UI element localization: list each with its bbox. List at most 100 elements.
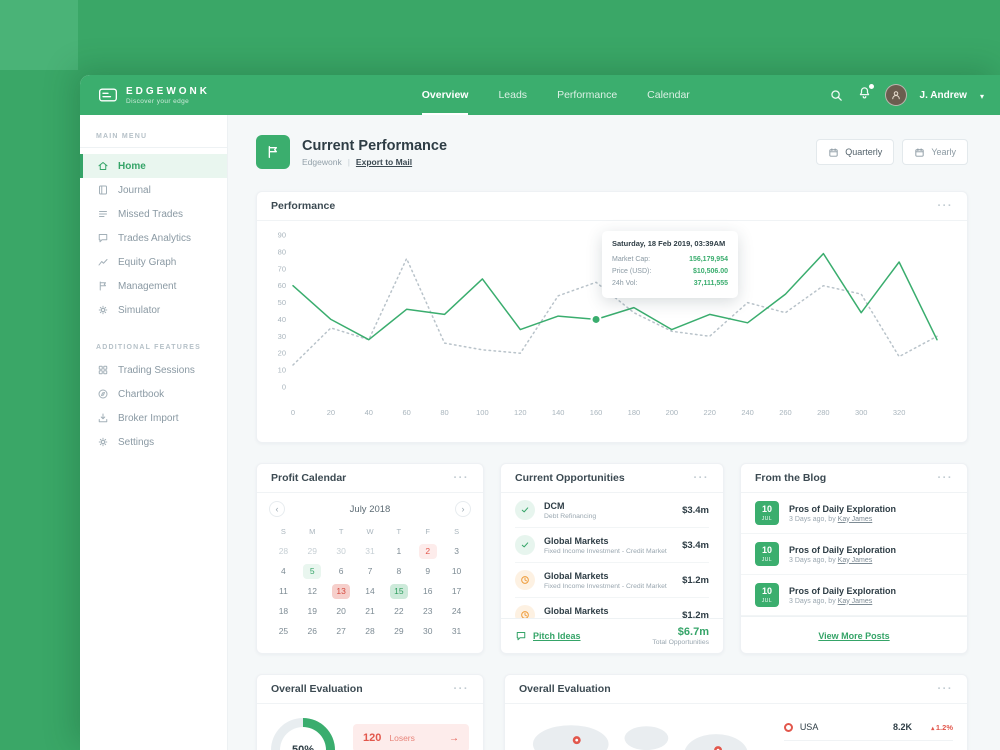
calendar-day[interactable]: 16 (422, 585, 433, 596)
export-to-mail-link[interactable]: Export to Mail (355, 156, 413, 167)
blog-post-item[interactable]: 10 JUL Pros of Daily Exploration 3 Days ago… (741, 575, 967, 616)
calendar-day[interactable]: 13 (327, 581, 356, 601)
blog-post-item[interactable]: 10 JUL Pros of Daily Exploration 3 Days ago… (741, 534, 967, 575)
calendar-day[interactable]: 3 (454, 545, 459, 556)
sidebar-item-missed-trades[interactable]: Missed Trades (80, 202, 227, 226)
calendar-day[interactable]: 14 (365, 585, 375, 596)
calendar-weekday-label: S (454, 526, 460, 536)
sidebar-item-management[interactable]: Management (80, 274, 227, 298)
calendar-day[interactable]: 6 (338, 565, 344, 576)
calendar-weekday-label: M (309, 526, 316, 536)
calendar-day[interactable]: 29 (307, 545, 317, 556)
calendar-day[interactable]: 30 (336, 545, 346, 556)
calendar-day[interactable]: 21 (365, 605, 375, 616)
country-stat-row[interactable]: Australia7.4K1.6% (783, 741, 953, 750)
svg-text:60: 60 (278, 281, 286, 290)
more-options-icon[interactable] (454, 474, 470, 482)
calendar-weekday-label: F (425, 526, 430, 536)
calendar-day[interactable]: 22 (394, 605, 404, 616)
calendar-day[interactable]: 31 (451, 625, 462, 636)
compass-icon (97, 388, 109, 400)
calendar-day[interactable]: 28 (278, 545, 289, 556)
sidebar-item-journal[interactable]: Journal (80, 178, 227, 202)
blog-post-item[interactable]: 10 JUL Pros of Daily Exploration 3 Days ago… (741, 493, 967, 534)
more-options-icon[interactable] (938, 685, 954, 693)
user-name[interactable]: J. Andrew (919, 89, 967, 101)
sidebar-item-simulator[interactable]: Simulator (80, 298, 227, 322)
calendar-day[interactable]: 30 (422, 625, 433, 636)
performance-chart[interactable]: 0 10 20 30 40 50 60 70 80 90 0 20 40 60 80 100 120 140 160… (257, 221, 967, 421)
list-icon (97, 208, 109, 220)
author-link[interactable]: Kay James (837, 556, 873, 564)
calendar-day[interactable]: 10 (451, 565, 462, 576)
calendar-day[interactable]: 19 (307, 605, 317, 616)
calendar-weekday-label: T (338, 526, 344, 536)
calendar-day[interactable]: 31 (365, 545, 375, 556)
calendar-prev-button[interactable] (269, 501, 285, 517)
author-link[interactable]: Kay James (837, 515, 873, 523)
calendar-day[interactable]: 4 (281, 565, 286, 576)
nav-item-overview[interactable]: Overview (421, 75, 468, 115)
calendar-day[interactable]: 1 (396, 545, 402, 556)
calendar-day[interactable]: 2 (413, 541, 442, 561)
losers-badge[interactable]: 120 Losers (353, 724, 469, 750)
calendar-day[interactable]: 29 (394, 625, 404, 636)
calendar-day[interactable]: 17 (451, 585, 462, 596)
chevron-down-icon[interactable] (980, 86, 984, 104)
opportunity-item[interactable]: DCM Debt Refinancing $3.4m (515, 493, 709, 528)
calendar-day[interactable]: 8 (396, 565, 402, 576)
card-title: Overall Evaluation (519, 683, 611, 695)
yearly-button[interactable]: Yearly (902, 139, 968, 165)
avatar[interactable] (884, 84, 907, 106)
sidebar-item-settings[interactable]: Settings (80, 430, 227, 454)
calendar-day[interactable]: 24 (451, 605, 462, 616)
sidebar-item-equity-graph[interactable]: Equity Graph (80, 250, 227, 274)
flag-icon (265, 144, 281, 160)
more-options-icon[interactable] (938, 474, 954, 482)
view-more-posts-link[interactable]: View More Posts (818, 631, 890, 641)
calendar-day[interactable]: 15 (384, 581, 413, 601)
calendar-next-button[interactable] (454, 501, 471, 517)
nav-item-leads[interactable]: Leads (498, 89, 528, 101)
sidebar-item-broker-import[interactable]: Broker Import (80, 406, 227, 430)
notification-badge (868, 84, 874, 89)
svg-text:30: 30 (278, 332, 286, 341)
flag-icon (97, 280, 109, 292)
calendar-icon (828, 147, 839, 158)
calendar-day[interactable]: 5 (298, 561, 327, 581)
calendar-day[interactable]: 25 (278, 625, 289, 636)
notifications-button[interactable] (857, 84, 874, 105)
calendar-day[interactable]: 27 (336, 625, 346, 636)
calendar-day[interactable]: 26 (307, 625, 317, 636)
pitch-ideas-link[interactable]: Pitch Ideas (515, 630, 581, 642)
calendar-day[interactable]: 20 (336, 605, 346, 616)
calendar-day[interactable]: 7 (367, 565, 373, 576)
brand-tagline: Discover your edge (126, 97, 190, 105)
more-options-icon[interactable] (694, 474, 710, 482)
quarterly-button[interactable]: Quarterly (816, 139, 895, 165)
subtitle-brand: Edgewonk (302, 156, 342, 167)
nav-item-performance[interactable]: Performance (557, 89, 618, 101)
calendar-day[interactable]: 12 (307, 585, 317, 596)
calendar-day[interactable]: 9 (425, 565, 431, 576)
calendar-day[interactable]: 11 (279, 585, 288, 596)
more-options-icon[interactable] (938, 202, 954, 210)
calendar-day[interactable]: 23 (422, 605, 433, 616)
brand-logo[interactable]: EDGEWONK Discover your edge (98, 85, 283, 105)
more-options-icon[interactable] (454, 685, 470, 693)
nav-item-calendar[interactable]: Calendar (647, 89, 690, 101)
calendar-day[interactable]: 18 (278, 605, 289, 616)
sidebar-item-home[interactable]: Home (80, 154, 227, 178)
edgewonk-logo-icon (98, 85, 118, 105)
author-link[interactable]: Kay James (837, 597, 873, 605)
sidebar-item-trades-analytics[interactable]: Trades Analytics (80, 226, 227, 250)
calendar-day[interactable]: 28 (365, 625, 375, 636)
svg-text:140: 140 (552, 408, 565, 417)
sidebar-item-chartbook[interactable]: Chartbook (80, 382, 227, 406)
sidebar-item-trading-sessions[interactable]: Trading Sessions (80, 358, 227, 382)
search-icon[interactable] (829, 88, 844, 103)
